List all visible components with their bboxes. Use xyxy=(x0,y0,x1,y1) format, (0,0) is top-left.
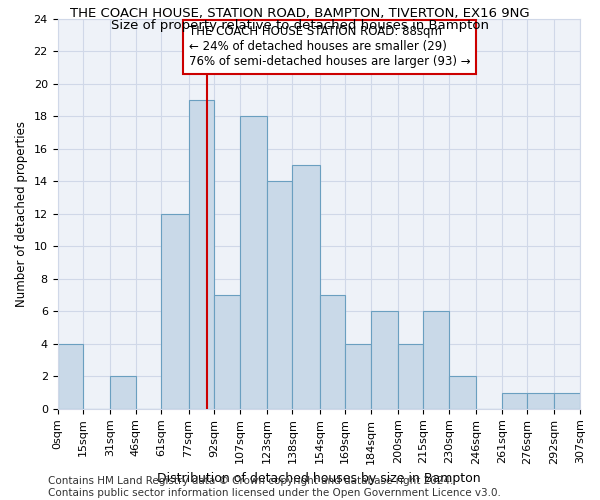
Bar xyxy=(424,312,449,409)
Bar xyxy=(239,116,267,409)
Bar xyxy=(58,344,83,409)
Y-axis label: Number of detached properties: Number of detached properties xyxy=(15,121,28,307)
Text: THE COACH HOUSE, STATION ROAD, BAMPTON, TIVERTON, EX16 9NG: THE COACH HOUSE, STATION ROAD, BAMPTON, … xyxy=(70,8,530,20)
Text: THE COACH HOUSE STATION ROAD: 88sqm
← 24% of detached houses are smaller (29)
76: THE COACH HOUSE STATION ROAD: 88sqm ← 24… xyxy=(188,26,470,68)
X-axis label: Distribution of detached houses by size in Bampton: Distribution of detached houses by size … xyxy=(157,472,481,485)
Bar xyxy=(502,392,527,409)
Bar xyxy=(214,295,239,409)
Bar xyxy=(371,312,398,409)
Bar xyxy=(554,392,580,409)
Bar xyxy=(161,214,188,409)
Bar xyxy=(527,392,554,409)
Text: Size of property relative to detached houses in Bampton: Size of property relative to detached ho… xyxy=(111,19,489,32)
Bar xyxy=(449,376,476,409)
Bar xyxy=(292,165,320,409)
Bar xyxy=(320,295,345,409)
Bar xyxy=(267,182,292,409)
Bar xyxy=(398,344,424,409)
Bar xyxy=(345,344,371,409)
Bar xyxy=(188,100,214,409)
Text: Contains HM Land Registry data © Crown copyright and database right 2024.
Contai: Contains HM Land Registry data © Crown c… xyxy=(48,476,501,498)
Bar xyxy=(110,376,136,409)
